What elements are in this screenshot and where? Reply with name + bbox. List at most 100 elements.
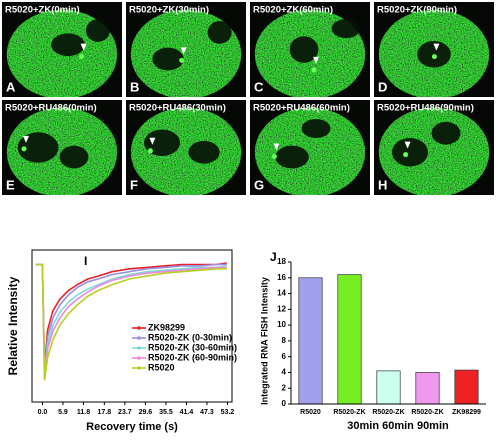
panel-title: R5020+RU486(0min) [5, 103, 97, 114]
nucleolus [207, 21, 232, 44]
y-tick-label: 10 [277, 320, 286, 329]
x-tick-label: 23.7 [118, 409, 132, 416]
y-tick-label: 4 [282, 368, 287, 377]
panel-letter: G [254, 177, 264, 192]
arrowhead [149, 137, 156, 145]
x-tick-label: 53.2 [221, 409, 235, 416]
y-tick-label: 12 [277, 304, 286, 313]
bar [298, 277, 323, 405]
x-tick-label: 5.9 [58, 409, 68, 416]
micrograph: R5020+RU486(0min) E [2, 100, 122, 195]
x-tick-label: R5020 [300, 409, 321, 416]
legend-marker [137, 326, 141, 330]
nucleolus [188, 140, 220, 164]
panel-letter: J [270, 250, 277, 264]
arrowhead [433, 43, 440, 51]
nucleolus [59, 145, 89, 169]
y-tick-label: 14 [277, 289, 286, 298]
nucleolus [51, 33, 85, 57]
x-tick-label: 29.6 [139, 409, 153, 416]
panel-title: R5020+ZK(30min) [129, 5, 209, 16]
micrograph: R5020+RU486(90min) H [374, 100, 494, 195]
panel-title: R5020+ZK(90min) [377, 5, 457, 16]
legend-label: R5020-ZK (60-90min) [148, 352, 237, 362]
legend-label: R5020-ZK (0-30min) [148, 332, 232, 342]
y-tick-label: 16 [277, 273, 286, 282]
y-tick-label: 2 [282, 383, 287, 392]
annotation: 30min 60min 90min [347, 420, 449, 432]
bar [376, 370, 401, 405]
micrograph: R5020+ZK(30min) B [126, 2, 246, 97]
arrowhead [313, 56, 319, 64]
panel-title: R5020+RU486(90min) [377, 103, 474, 114]
x-tick-label: 0.0 [38, 409, 48, 416]
bar [337, 274, 362, 405]
panel-title: R5020+RU486(30min) [129, 103, 226, 114]
bar [454, 369, 479, 405]
x-tick-label: ZK98299 [452, 409, 481, 416]
y-axis-label: Integrated RNA FISH Intensity [259, 277, 269, 405]
x-tick-label: 17.8 [98, 409, 112, 416]
x-tick-label: 41.4 [180, 409, 194, 416]
spot [79, 54, 85, 60]
legend-label: R5020-ZK (30-60min) [148, 342, 237, 352]
series-line [35, 263, 227, 381]
legend-label: R5020 [148, 362, 175, 372]
spot [311, 67, 317, 73]
panel-letter: E [6, 177, 15, 192]
spot [403, 152, 409, 158]
micrograph: R5020+RU486(60min) G [250, 100, 370, 195]
arrowhead [404, 141, 411, 149]
y-axis-label: Relative Intensity [6, 276, 20, 375]
panel-title: R5020+ZK(0min) [5, 5, 80, 16]
legend-label: ZK98299 [148, 322, 185, 332]
panel-letter: C [254, 79, 264, 94]
nucleolus [431, 121, 461, 145]
arrowhead [180, 47, 187, 55]
spot [21, 146, 27, 152]
spot [147, 148, 153, 154]
nucleolus [301, 119, 331, 138]
panel-letter: I [84, 254, 87, 268]
x-tick-label: R5020-ZK [372, 409, 404, 416]
nucleolus [86, 19, 110, 42]
panel-letter: D [378, 79, 387, 94]
y-tick-label: 6 [282, 352, 287, 361]
nucleolus [144, 129, 180, 157]
legend-marker [137, 336, 141, 340]
nucleolus [17, 132, 59, 163]
panel-letter: H [378, 177, 387, 192]
x-tick-label: R5020-ZK [333, 409, 365, 416]
arrowhead [273, 143, 280, 151]
arrowhead [80, 43, 87, 51]
nucleolus [392, 138, 428, 167]
y-tick-label: 0 [282, 399, 287, 408]
panel-letter: F [130, 177, 138, 192]
plot-frame [31, 249, 233, 403]
x-axis-label: Recovery time (s) [86, 421, 178, 433]
legend-marker [137, 356, 141, 360]
x-tick-label: 47.3 [200, 409, 214, 416]
x-tick-label: 11.8 [77, 409, 90, 416]
y-tick-label: 18 [277, 257, 286, 266]
legend-marker [137, 366, 141, 370]
legend-marker [137, 346, 141, 350]
arrowhead [23, 135, 29, 143]
bar [415, 372, 440, 405]
micrograph: R5020+RU486(30min) F [126, 100, 246, 195]
micrograph: R5020+ZK(60min) C [250, 2, 370, 97]
micrograph: R5020+ZK(90min) D [374, 2, 494, 97]
spot [179, 57, 185, 63]
nucleolus [275, 145, 309, 169]
nucleolus [152, 47, 184, 71]
micrograph: R5020+ZK(0min) A [2, 2, 122, 97]
nucleolus [331, 19, 361, 39]
panel-letter: A [6, 79, 16, 94]
panel-title: R5020+ZK(60min) [253, 5, 333, 16]
y-tick-label: 8 [282, 336, 287, 345]
nucleolus [289, 36, 319, 63]
spot [271, 154, 277, 159]
x-tick-label: 35.5 [159, 409, 173, 416]
panel-title: R5020+RU486(60min) [253, 103, 350, 114]
